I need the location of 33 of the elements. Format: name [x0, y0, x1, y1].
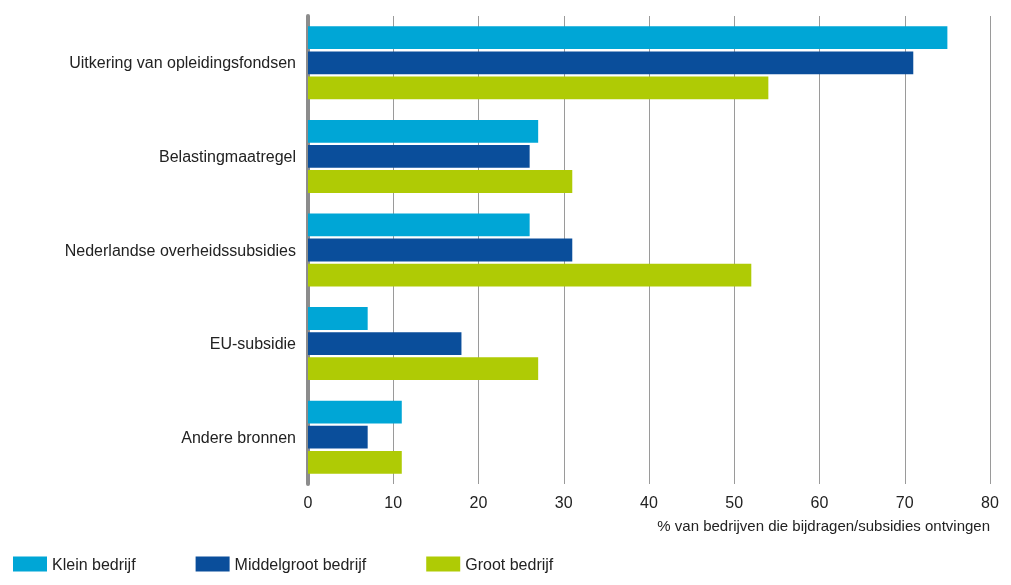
bar: [308, 263, 752, 287]
x-axis-title: % van bedrijven die bijdragen/subsidies ontvingen: [657, 517, 990, 534]
x-tick-label: 40: [640, 493, 658, 511]
legend-label: Middelgroot bedrijf: [234, 555, 367, 573]
bar: [308, 307, 368, 330]
x-tick-label: 60: [810, 493, 829, 511]
legend-label: Klein bedrijf: [52, 555, 137, 573]
bar: [308, 76, 769, 100]
bar: [308, 450, 402, 474]
bar: [308, 51, 914, 75]
x-tick-label: 10: [384, 493, 403, 511]
y-tick-label: EU-subsidie: [209, 335, 297, 353]
bar: [308, 144, 530, 168]
bar: [308, 238, 573, 262]
x-tick-label: 70: [895, 493, 914, 511]
x-tick-label: 0: [303, 493, 313, 511]
y-tick-label: Uitkering van opleidingsfondsen: [69, 54, 296, 72]
y-tick-label: Belastingmaatregel: [159, 147, 296, 165]
x-tick-label: 20: [469, 493, 488, 511]
bar: [308, 332, 462, 356]
y-tick-label: Andere bronnen: [181, 428, 296, 446]
y-tick-label: Nederlandse overheidssubsidies: [64, 241, 296, 259]
bar: [308, 119, 539, 143]
x-tick-label: 80: [981, 493, 999, 511]
bar: [308, 170, 573, 193]
x-tick-label: 30: [554, 493, 573, 511]
bar: [308, 400, 402, 424]
bar: [308, 425, 368, 449]
bar: [308, 357, 539, 381]
bar: [308, 26, 948, 50]
x-tick-label: 50: [725, 493, 744, 511]
bar: [308, 213, 530, 237]
legend-label: Groot bedrijf: [465, 555, 554, 573]
